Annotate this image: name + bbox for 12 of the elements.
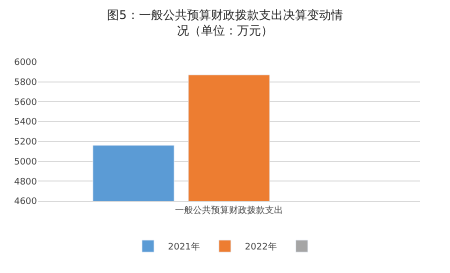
x-tick-label: 一般公共预算财政拨款支出 bbox=[175, 204, 283, 216]
y-tick-label: 5600 bbox=[14, 98, 38, 108]
y-tick-label: 5000 bbox=[14, 157, 38, 168]
legend-label: 2022年 bbox=[244, 242, 277, 253]
y-tick-label: 5800 bbox=[14, 78, 38, 88]
y-tick-label: 4600 bbox=[14, 197, 38, 208]
legend-label: 2021年 bbox=[168, 242, 200, 253]
y-tick-label: 4800 bbox=[14, 177, 38, 188]
y-tick-label: 5200 bbox=[14, 138, 38, 148]
y-tick-label: 6000 bbox=[14, 58, 38, 68]
y-tick-label: 5400 bbox=[14, 118, 38, 128]
chart-title: 图5：一般公共预算财政拨款支出决算变动情况（单位：万元） bbox=[107, 8, 343, 38]
